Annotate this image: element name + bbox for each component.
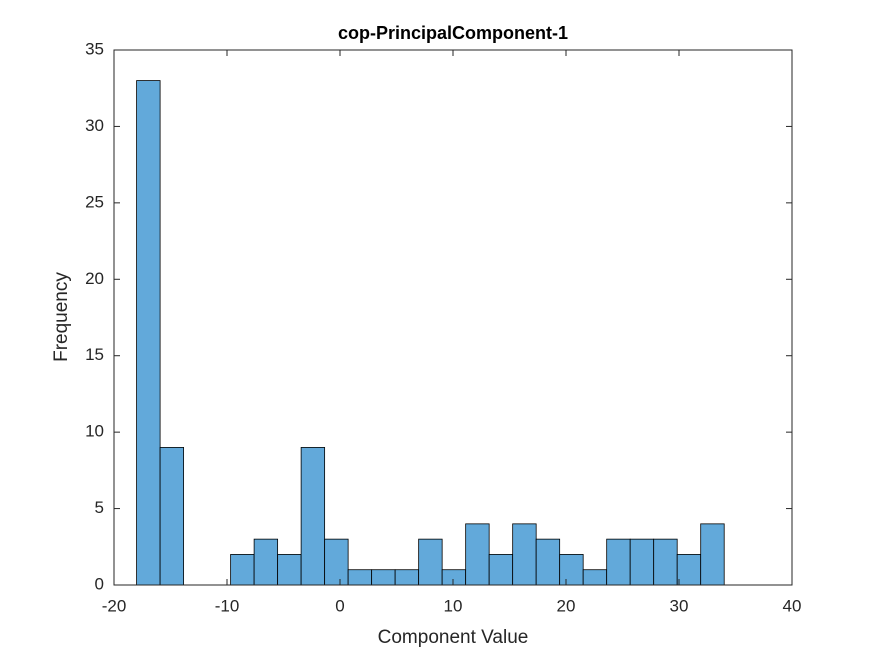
bar bbox=[394, 569, 420, 586]
bar bbox=[159, 447, 185, 586]
x-tick-label: 20 bbox=[557, 596, 576, 615]
bar bbox=[559, 554, 584, 586]
bar bbox=[700, 523, 725, 586]
bar bbox=[418, 538, 443, 586]
bar bbox=[253, 538, 279, 586]
bar bbox=[629, 538, 655, 586]
y-tick-label: 20 bbox=[85, 269, 104, 288]
bar bbox=[512, 523, 537, 586]
bar bbox=[676, 554, 702, 586]
chart-title: cop-PrincipalComponent-1 bbox=[338, 23, 568, 43]
y-axis-label: Frequency bbox=[51, 272, 72, 362]
bar bbox=[300, 447, 326, 586]
bar bbox=[582, 569, 608, 586]
x-tick-label: -20 bbox=[102, 596, 127, 615]
y-tick-label: 15 bbox=[85, 345, 104, 364]
plot-frame bbox=[113, 49, 793, 586]
bar bbox=[606, 538, 631, 586]
y-tick-label: 25 bbox=[85, 192, 104, 211]
x-axis-label: Component Value bbox=[378, 627, 529, 648]
x-tick-label: 40 bbox=[783, 596, 802, 615]
y-tick-label: 5 bbox=[95, 498, 104, 517]
y-tick-label: 0 bbox=[95, 574, 104, 593]
bar bbox=[277, 554, 302, 586]
y-tick-label: 35 bbox=[85, 39, 104, 58]
bar bbox=[324, 538, 349, 586]
bar bbox=[230, 554, 255, 586]
y-tick-label: 10 bbox=[85, 422, 104, 441]
bar bbox=[347, 569, 373, 586]
x-tick-label: 10 bbox=[444, 596, 463, 615]
y-tick-label: 30 bbox=[85, 116, 104, 135]
bar bbox=[535, 538, 561, 586]
x-tick-label: -10 bbox=[215, 596, 240, 615]
bar bbox=[465, 523, 490, 586]
bar bbox=[488, 554, 514, 586]
bar bbox=[136, 80, 161, 586]
x-tick-label: 30 bbox=[670, 596, 689, 615]
x-tick-label: 0 bbox=[335, 596, 344, 615]
bar bbox=[371, 569, 396, 586]
bar bbox=[441, 569, 467, 586]
bar bbox=[653, 538, 678, 586]
